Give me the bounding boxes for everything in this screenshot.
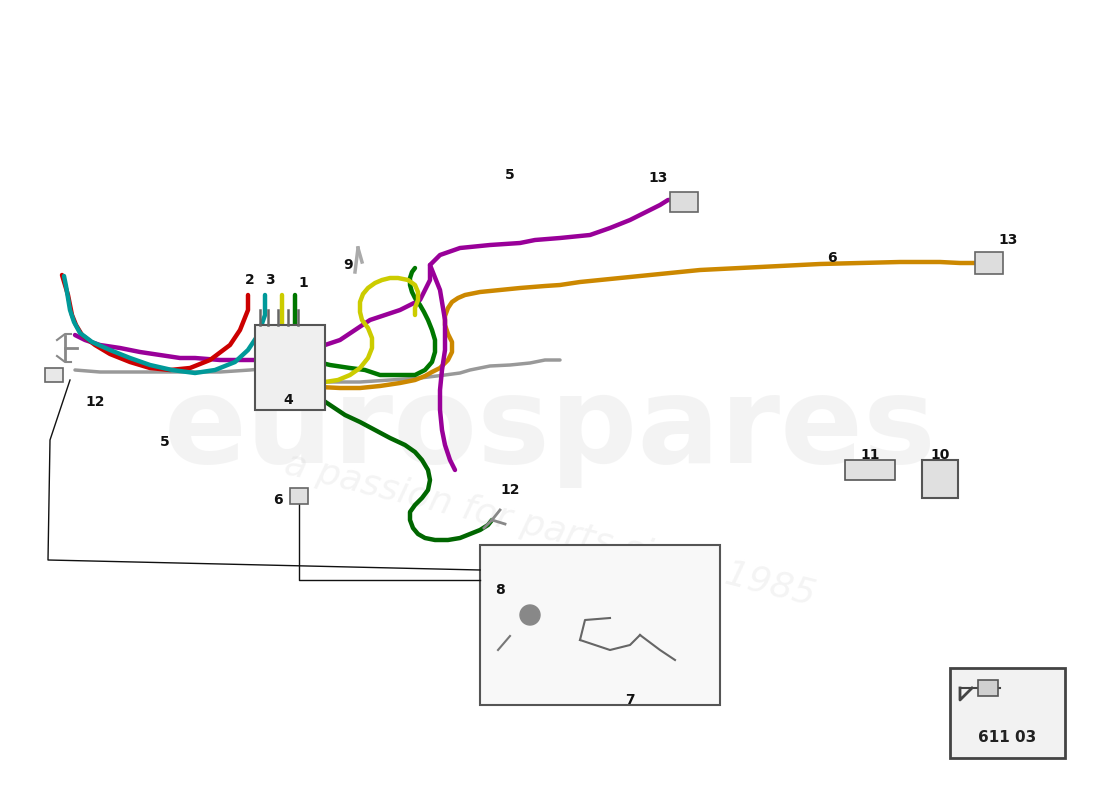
Text: 611 03: 611 03 <box>978 730 1036 746</box>
Bar <box>978 680 998 696</box>
Bar <box>670 192 698 212</box>
Text: 13: 13 <box>999 233 1018 247</box>
Text: 10: 10 <box>931 448 949 462</box>
Text: 6: 6 <box>827 251 837 265</box>
Text: 13: 13 <box>648 171 668 185</box>
Bar <box>950 668 1065 758</box>
Text: 6: 6 <box>273 493 283 507</box>
Text: 7: 7 <box>625 693 635 707</box>
Text: 4: 4 <box>283 393 293 407</box>
Circle shape <box>520 605 540 625</box>
Bar <box>845 460 895 480</box>
Bar <box>480 545 720 705</box>
Text: 12: 12 <box>86 395 104 409</box>
Text: 3: 3 <box>265 273 275 287</box>
Text: 1: 1 <box>298 276 308 290</box>
Text: 12: 12 <box>500 483 519 497</box>
Bar <box>922 460 958 498</box>
Bar <box>45 368 63 382</box>
Text: 5: 5 <box>161 435 169 449</box>
Text: eurospares: eurospares <box>164 371 936 489</box>
Text: 5: 5 <box>505 168 515 182</box>
Bar <box>255 325 324 410</box>
Text: 9: 9 <box>343 258 353 272</box>
Bar <box>290 488 308 504</box>
Bar <box>975 252 1003 274</box>
Text: 2: 2 <box>245 273 255 287</box>
Text: 11: 11 <box>860 448 880 462</box>
Text: a passion for parts since 1985: a passion for parts since 1985 <box>282 447 818 613</box>
Text: 8: 8 <box>495 583 505 597</box>
